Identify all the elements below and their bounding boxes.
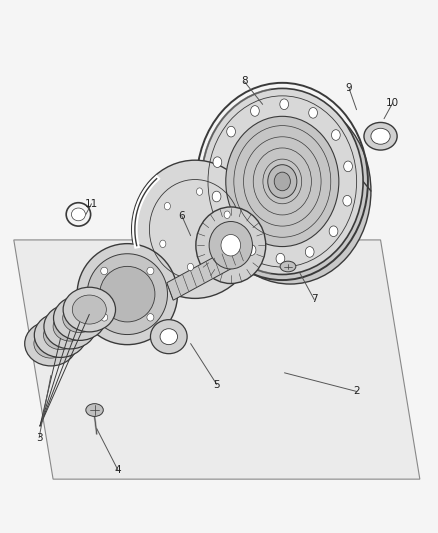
Ellipse shape	[268, 165, 297, 198]
Ellipse shape	[101, 267, 108, 274]
Ellipse shape	[197, 188, 203, 195]
Ellipse shape	[87, 254, 167, 335]
Ellipse shape	[53, 296, 106, 341]
Ellipse shape	[309, 108, 318, 118]
Ellipse shape	[164, 203, 170, 210]
Text: 9: 9	[346, 83, 353, 93]
Ellipse shape	[213, 157, 222, 167]
Ellipse shape	[332, 130, 340, 140]
Ellipse shape	[160, 329, 177, 345]
Ellipse shape	[79, 274, 184, 305]
Ellipse shape	[100, 266, 155, 322]
Ellipse shape	[247, 245, 256, 255]
Ellipse shape	[147, 267, 154, 274]
Ellipse shape	[34, 329, 68, 358]
Ellipse shape	[77, 244, 177, 345]
Ellipse shape	[43, 320, 78, 350]
Ellipse shape	[221, 235, 240, 256]
Ellipse shape	[147, 313, 154, 321]
Ellipse shape	[71, 208, 85, 221]
Ellipse shape	[160, 240, 166, 247]
Text: 6: 6	[179, 211, 185, 221]
Ellipse shape	[25, 321, 77, 366]
Ellipse shape	[219, 249, 226, 256]
Ellipse shape	[132, 160, 258, 298]
Ellipse shape	[150, 320, 187, 354]
Ellipse shape	[209, 222, 252, 269]
Ellipse shape	[101, 313, 108, 321]
Ellipse shape	[224, 211, 230, 219]
Ellipse shape	[305, 247, 314, 257]
Ellipse shape	[63, 287, 116, 332]
Text: 11: 11	[85, 199, 98, 209]
Ellipse shape	[196, 207, 266, 284]
Ellipse shape	[280, 261, 296, 272]
Ellipse shape	[34, 313, 87, 358]
Ellipse shape	[371, 128, 390, 144]
Ellipse shape	[251, 106, 259, 116]
Ellipse shape	[274, 172, 290, 191]
Polygon shape	[167, 244, 244, 300]
Ellipse shape	[201, 88, 363, 274]
Ellipse shape	[280, 99, 289, 110]
Ellipse shape	[227, 126, 236, 137]
Ellipse shape	[329, 226, 338, 237]
Ellipse shape	[209, 98, 371, 284]
Ellipse shape	[343, 196, 352, 206]
Text: 3: 3	[36, 433, 42, 443]
Polygon shape	[14, 240, 420, 479]
Text: 8: 8	[241, 77, 247, 86]
Text: 10: 10	[386, 98, 399, 108]
Ellipse shape	[187, 263, 194, 271]
Ellipse shape	[72, 295, 106, 324]
Text: 4: 4	[114, 465, 121, 474]
Text: 5: 5	[213, 379, 220, 390]
Ellipse shape	[212, 191, 221, 202]
Ellipse shape	[224, 223, 233, 233]
Ellipse shape	[364, 123, 397, 150]
Ellipse shape	[344, 161, 353, 172]
Ellipse shape	[44, 304, 96, 349]
Text: 7: 7	[311, 294, 318, 304]
Ellipse shape	[276, 253, 285, 264]
Ellipse shape	[63, 304, 97, 333]
Text: 2: 2	[353, 386, 360, 397]
Ellipse shape	[53, 312, 87, 341]
Ellipse shape	[86, 403, 103, 416]
Ellipse shape	[226, 116, 339, 247]
